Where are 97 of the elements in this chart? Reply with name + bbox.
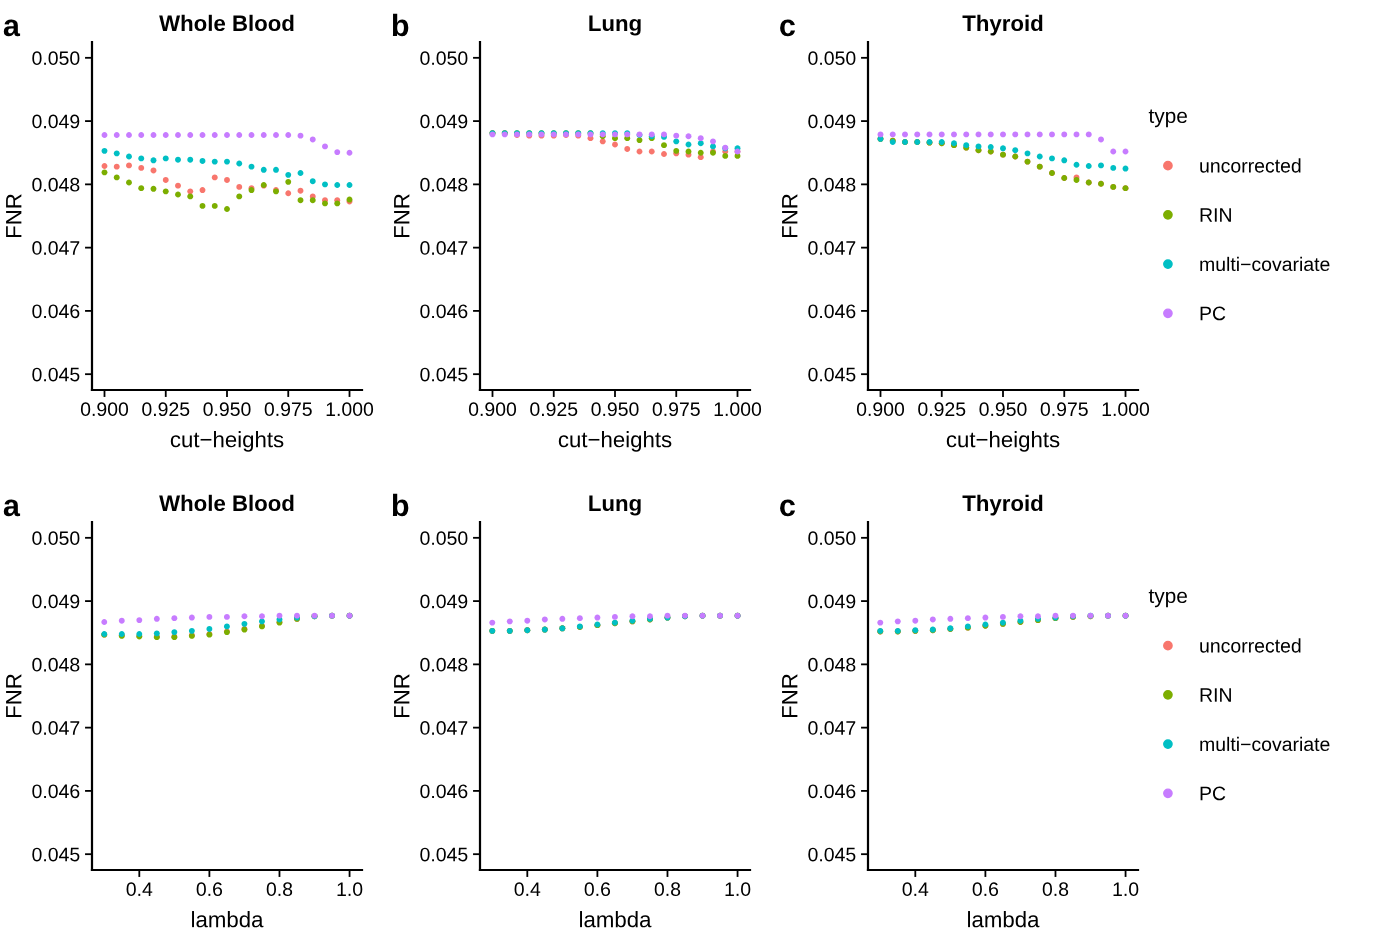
x-tick-label: 0.6 — [972, 882, 999, 897]
y-axis-title: FNR — [6, 194, 22, 238]
x-axis-title: cut−heights — [558, 431, 672, 452]
y-axis-title: FNR — [6, 674, 22, 718]
y-tick-label: 0.048 — [32, 657, 80, 672]
y-tick-label: 0.046 — [808, 784, 856, 799]
y-tick-label: 0.050 — [420, 51, 468, 66]
x-tick-label: 0.900 — [80, 402, 129, 417]
chart-title: Lung — [589, 15, 641, 36]
y-axis-title: FNR — [782, 674, 798, 718]
x-tick-label: 0.975 — [652, 402, 700, 417]
y-tick-label: 0.045 — [808, 847, 856, 862]
legend-label: PC — [1200, 306, 1226, 321]
y-tick-label: 0.050 — [32, 531, 80, 546]
legend-title: type — [1148, 589, 1187, 608]
x-axis-title: cut−heights — [946, 431, 1060, 452]
text: a — [3, 499, 21, 517]
chart-title: Whole Blood — [159, 14, 294, 32]
x-tick-label: 0.925 — [530, 402, 578, 417]
y-axis-title: FNR — [394, 194, 410, 238]
y-tick-label: 0.046 — [32, 784, 80, 799]
y-tick-label: 0.049 — [420, 594, 468, 609]
x-tick-label: 0.975 — [264, 402, 312, 417]
chart-title: Lung — [589, 495, 641, 516]
x-tick-label: 0.925 — [918, 402, 966, 417]
y-tick-label: 0.045 — [420, 367, 468, 382]
text: b — [392, 493, 409, 517]
text: a — [3, 19, 21, 37]
chart-title: Thyroid — [962, 14, 1043, 36]
chart-title: Thyroid — [962, 494, 1043, 516]
x-tick-label: 0.8 — [654, 882, 681, 897]
y-tick-label: 0.048 — [808, 657, 856, 672]
x-tick-label: 0.6 — [584, 882, 611, 897]
y-tick-label: 0.047 — [32, 721, 80, 735]
x-tick-label: 0.8 — [266, 882, 293, 897]
y-tick-label: 0.049 — [420, 114, 468, 129]
x-tick-label: 0.900 — [468, 402, 517, 417]
x-tick-label: 0.975 — [1040, 402, 1088, 417]
y-tick-label: 0.046 — [808, 304, 856, 319]
x-axis-title: cut−heights — [170, 431, 284, 452]
y-tick-label: 0.047 — [32, 241, 80, 255]
y-tick-label: 0.046 — [420, 784, 468, 799]
x-axis-title: lambda — [192, 911, 264, 928]
chart-title: Whole Blood — [159, 494, 294, 512]
y-tick-label: 0.047 — [808, 241, 856, 255]
x-tick-label: 0.925 — [142, 402, 190, 417]
legend-label: multi−covariate — [1200, 256, 1330, 272]
y-tick-label: 0.047 — [420, 721, 468, 735]
y-tick-label: 0.047 — [420, 241, 468, 255]
y-tick-label: 0.048 — [808, 177, 856, 192]
legend-label: uncorrected — [1200, 638, 1301, 653]
legend-label: RIN — [1200, 208, 1231, 222]
y-tick-label: 0.047 — [808, 721, 856, 735]
y-tick-label: 0.046 — [32, 304, 80, 319]
legend-label: PC — [1200, 786, 1226, 801]
x-tick-label: 0.6 — [196, 882, 223, 897]
legend-label: RIN — [1200, 688, 1231, 702]
y-tick-label: 0.050 — [32, 51, 80, 66]
x-tick-label: 1.0 — [725, 882, 751, 897]
x-tick-label: 1.000 — [714, 402, 762, 417]
y-tick-label: 0.050 — [420, 531, 468, 546]
y-tick-label: 0.049 — [32, 594, 80, 609]
x-tick-label: 0.950 — [591, 402, 639, 417]
y-tick-label: 0.049 — [32, 114, 80, 129]
x-tick-label: 1.0 — [337, 882, 363, 897]
x-axis-title: lambda — [580, 911, 652, 928]
y-tick-label: 0.050 — [808, 531, 856, 546]
x-tick-label: 1.000 — [1102, 402, 1150, 417]
x-tick-label: 0.8 — [1042, 882, 1069, 897]
legend-title: type — [1148, 109, 1187, 128]
y-tick-label: 0.048 — [32, 177, 80, 192]
x-tick-label: 1.000 — [326, 402, 374, 417]
y-axis-title: FNR — [394, 674, 410, 718]
y-tick-label: 0.045 — [32, 367, 80, 382]
y-tick-label: 0.046 — [420, 304, 468, 319]
text: c — [780, 499, 795, 517]
y-tick-label: 0.045 — [808, 367, 856, 382]
y-tick-label: 0.045 — [420, 847, 468, 862]
y-tick-label: 0.050 — [808, 51, 856, 66]
x-tick-label: 0.4 — [902, 882, 929, 897]
legend-label: multi−covariate — [1200, 736, 1330, 752]
x-tick-label: 0.950 — [979, 402, 1027, 417]
x-axis-title: lambda — [968, 911, 1040, 928]
text: b — [392, 13, 409, 37]
y-tick-label: 0.048 — [420, 177, 468, 192]
y-tick-label: 0.049 — [808, 114, 856, 129]
y-axis-title: FNR — [782, 194, 798, 238]
x-tick-label: 0.900 — [856, 402, 905, 417]
x-tick-label: 0.4 — [126, 882, 153, 897]
text: c — [780, 19, 795, 37]
x-tick-label: 0.950 — [203, 402, 251, 417]
x-tick-label: 1.0 — [1113, 882, 1139, 897]
y-tick-label: 0.048 — [420, 657, 468, 672]
x-tick-label: 0.4 — [514, 882, 541, 897]
legend-label: uncorrected — [1200, 158, 1301, 173]
y-tick-label: 0.049 — [808, 594, 856, 609]
y-tick-label: 0.045 — [32, 847, 80, 862]
